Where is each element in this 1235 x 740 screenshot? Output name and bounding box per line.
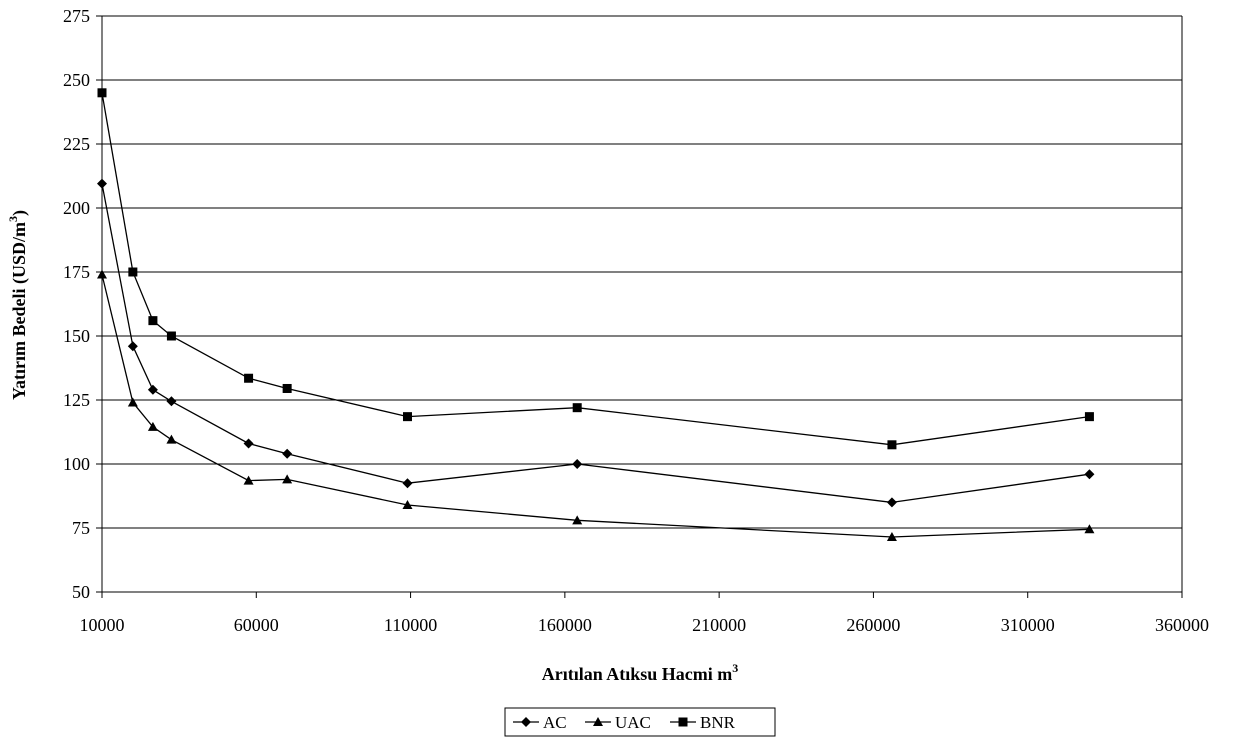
x-tick-label-10000: 10000 [80, 615, 125, 635]
legend-marker-ac [521, 717, 531, 727]
y-tick-label-175: 175 [63, 262, 90, 282]
y-tick-label-275: 275 [63, 6, 90, 26]
data-point-ac-9 [1084, 469, 1095, 480]
data-point-bnr-1 [128, 267, 138, 277]
data-point-ac-1 [127, 341, 138, 352]
y-axis-title-text: Yatırım Bedeli (USD/m [9, 222, 30, 400]
data-point-uac-3 [166, 434, 177, 444]
y-tick-label-200: 200 [63, 198, 90, 218]
y-tick-label-100: 100 [63, 454, 90, 474]
data-point-ac-2 [147, 384, 158, 395]
data-point-ac-5 [282, 448, 293, 459]
gridlines [102, 15, 1182, 529]
data-point-uac-8 [886, 531, 897, 541]
x-tick-label-310000: 310000 [1001, 615, 1055, 635]
legend-frame [504, 707, 776, 737]
y-tick-label-50: 50 [72, 582, 90, 602]
data-point-ac-8 [886, 497, 897, 508]
x-tick-label-260000: 260000 [846, 615, 900, 635]
series-line-ac [101, 183, 1090, 504]
data-point-bnr-2 [148, 316, 158, 326]
y-axis-ticks: 50 75 100 125 150 175 200 225 250 275 [63, 6, 102, 602]
data-point-bnr-8 [887, 440, 897, 450]
y-axis-title-suffix: ) [9, 210, 30, 216]
data-point-bnr-4 [244, 373, 254, 383]
legend-label-uac: UAC [615, 713, 651, 732]
data-point-uac-7 [572, 515, 583, 525]
y-tick-label-150: 150 [63, 326, 90, 346]
y-tick-label-250: 250 [63, 70, 90, 90]
data-point-ac-6 [402, 478, 413, 489]
y-axis-title: Yatırım Bedeli (USD/m3) [6, 210, 30, 400]
y-tick-label-125: 125 [63, 390, 90, 410]
x-tick-label-210000: 210000 [692, 615, 746, 635]
x-tick-label-360000: 360000 [1155, 615, 1209, 635]
legend-label-bnr: BNR [700, 713, 736, 732]
data-point-ac-4 [243, 438, 254, 449]
y-tick-label-225: 225 [63, 134, 90, 154]
data-point-ac-7 [572, 459, 583, 469]
data-point-bnr-9 [1084, 412, 1094, 422]
data-point-uac-5 [282, 474, 293, 484]
x-tick-label-60000: 60000 [234, 615, 279, 635]
series-group [97, 88, 1095, 541]
data-point-ac-0 [97, 178, 107, 189]
y-tick-label-75: 75 [72, 518, 90, 538]
y-axis-title-superscript: 3 [6, 216, 20, 222]
data-point-bnr-5 [282, 383, 292, 393]
x-tick-label-110000: 110000 [384, 615, 437, 635]
x-axis-ticks: 10000 60000 110000 160000 210000 260000 310000… [80, 592, 1209, 635]
x-axis-title-text: Arıtılan Atıksu Hacmi m [542, 664, 733, 684]
x-axis-title-superscript: 3 [732, 661, 738, 675]
data-point-uac-4 [243, 475, 254, 485]
data-point-bnr-0 [97, 88, 107, 98]
axes [101, 16, 1183, 593]
data-point-bnr-6 [402, 412, 412, 422]
x-axis-title: Arıtılan Atıksu Hacmi m3 [542, 661, 739, 684]
series-line-uac [101, 274, 1090, 538]
series-uac [97, 269, 1095, 541]
series-line-bnr [101, 92, 1090, 446]
data-point-ac-3 [166, 396, 177, 407]
series-ac [97, 178, 1095, 508]
legend: AC UAC BNR [504, 707, 776, 737]
data-point-uac-6 [402, 499, 413, 509]
data-point-uac-2 [147, 421, 158, 431]
legend-marker-bnr [678, 717, 688, 727]
legend-marker-uac [593, 717, 603, 726]
data-point-bnr-7 [572, 403, 582, 413]
data-point-uac-0 [97, 269, 107, 279]
data-point-uac-1 [127, 397, 138, 407]
data-point-bnr-3 [166, 331, 176, 341]
x-tick-label-160000: 160000 [538, 615, 592, 635]
series-bnr [97, 88, 1094, 450]
data-point-uac-9 [1084, 524, 1095, 534]
legend-label-ac: AC [543, 713, 567, 732]
